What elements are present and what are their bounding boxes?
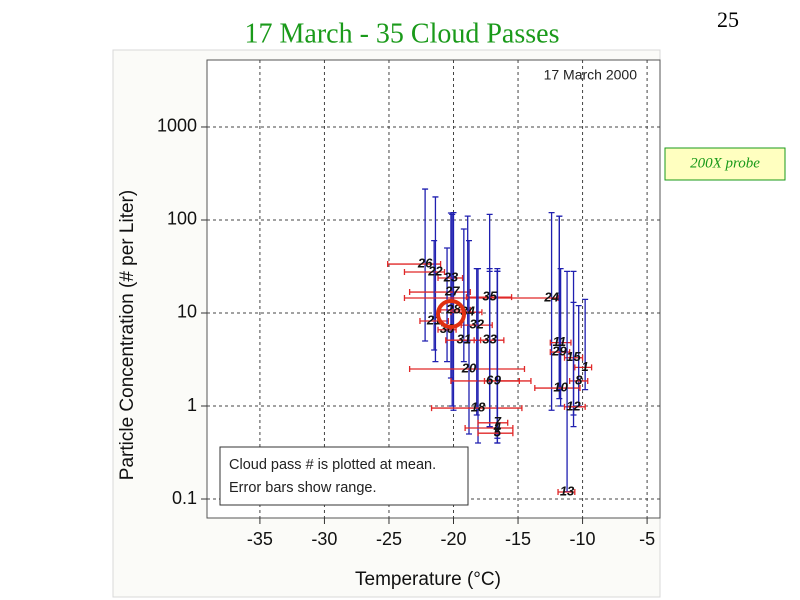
y-error-bar	[444, 247, 451, 363]
pass-label: 15	[566, 349, 581, 364]
pass-label: 29	[551, 344, 567, 359]
x-error-bar	[464, 425, 514, 432]
y-error-bar	[557, 267, 564, 407]
plot-label: 17 March 2000	[544, 67, 638, 83]
x-tick-label: -25	[376, 529, 402, 549]
x-error-bar	[477, 430, 514, 437]
pass-label: 23	[443, 269, 459, 284]
x-tick-label: -35	[247, 529, 273, 549]
y-tick-label: 1000	[157, 116, 197, 136]
x-tick-label: -30	[311, 529, 337, 549]
x-error-bar	[483, 377, 520, 384]
y-error-bar	[575, 304, 582, 407]
x-tick-label: -5	[639, 529, 655, 549]
pass-label: 5	[494, 425, 502, 440]
highlight-circle	[436, 299, 466, 329]
y-error-bar	[450, 211, 457, 411]
x-error-bar	[387, 261, 442, 268]
y-error-bar	[460, 228, 467, 363]
pass-label: 8	[575, 372, 583, 387]
y-error-bar	[556, 215, 563, 400]
y-error-bar	[431, 239, 438, 351]
y-tick-label: 0.1	[172, 488, 197, 508]
probe-label: 200X probe	[690, 155, 760, 171]
note-box	[219, 446, 469, 506]
y-error-bar	[582, 298, 589, 391]
pass-label: 4	[493, 419, 502, 434]
y-error-bar	[465, 239, 472, 435]
x-error-bar	[563, 403, 586, 410]
x-error-bar	[403, 268, 446, 275]
pass-label: 10	[553, 379, 568, 394]
pass-label: 33	[482, 332, 497, 347]
y-error-bar	[494, 270, 501, 444]
pass-label: 35	[482, 289, 497, 304]
probe-box	[664, 147, 786, 181]
y-error-bar	[464, 215, 471, 342]
y-tick-label: 100	[167, 209, 197, 229]
x-error-bar	[569, 377, 589, 384]
y-error-bar	[486, 267, 493, 428]
note-line: Cloud pass # is plotted at mean.	[229, 457, 436, 473]
pass-label: 20	[461, 360, 477, 375]
y-error-bar	[570, 301, 577, 428]
pass-label: 13	[560, 483, 575, 498]
x-tick-label: -10	[570, 529, 596, 549]
page-number: 25	[717, 7, 739, 32]
pass-label: 1	[582, 359, 589, 374]
pass-label: 7	[494, 414, 502, 429]
x-error-bar	[437, 274, 464, 281]
y-error-bar	[422, 188, 429, 342]
x-tick-label: -20	[440, 529, 466, 549]
x-error-bar	[403, 294, 559, 301]
y-error-bar	[548, 211, 555, 411]
y-error-bar	[475, 267, 482, 444]
pass-label: 31	[457, 332, 471, 347]
y-axis-title: Particle Concentration (# per Liter)	[117, 190, 138, 480]
x-error-bar	[574, 364, 593, 371]
pass-label: 24	[543, 289, 559, 304]
x-error-bar	[534, 385, 581, 392]
pass-label: 27	[444, 283, 460, 298]
y-tick-label: 10	[177, 302, 197, 322]
x-axis-title: Temperature (°C)	[355, 569, 501, 590]
x-error-bar	[419, 318, 449, 325]
x-tick-label: -15	[505, 529, 531, 549]
pass-label: 28	[445, 301, 461, 316]
note-line: Error bars show range.	[229, 480, 376, 496]
x-error-bar	[477, 419, 509, 426]
x-error-bar	[557, 488, 576, 495]
pass-label: 26	[417, 255, 433, 270]
x-error-bar	[408, 289, 471, 296]
pass-label: 22	[427, 263, 443, 278]
y-error-bar	[432, 196, 439, 363]
pass-label: 32	[470, 317, 485, 332]
x-error-bar	[430, 405, 523, 412]
pass-label: 12	[566, 398, 581, 413]
y-tick-label: 1	[187, 395, 197, 415]
slide-title: 17 March - 35 Cloud Passes	[245, 18, 560, 49]
x-error-bar	[408, 365, 526, 372]
pass-label: 9	[494, 372, 502, 387]
pass-label: 18	[471, 400, 486, 415]
pass-label: 11	[553, 334, 567, 349]
pass-label: 6	[486, 372, 494, 387]
